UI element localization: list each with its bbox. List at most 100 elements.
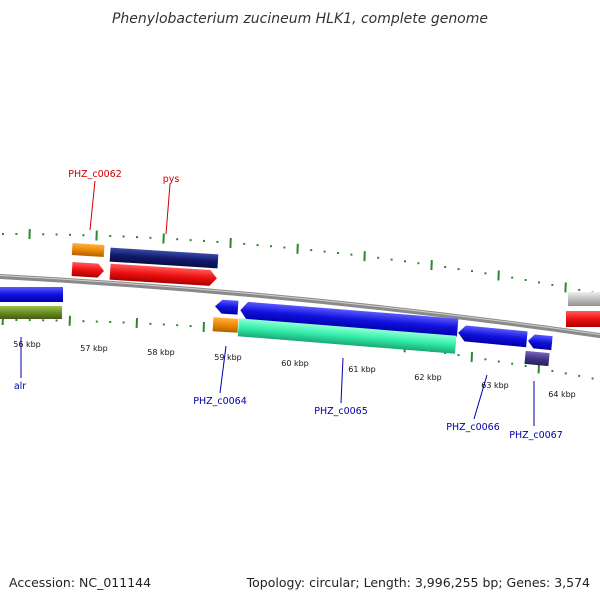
tick-label: 64 kbp — [548, 390, 576, 399]
leader-line-phz-c0062 — [89, 180, 96, 231]
cds-arrow-alr[interactable] — [0, 287, 63, 302]
cds-arrow-phz-c0067[interactable] — [527, 334, 553, 351]
minor-tick — [109, 235, 112, 237]
minor-tick — [15, 319, 18, 321]
minor-tick — [42, 233, 45, 236]
genome-backbone — [0, 274, 600, 339]
minor-tick — [136, 236, 138, 239]
minor-tick — [42, 319, 45, 322]
minor-tick — [256, 244, 259, 247]
minor-tick — [350, 253, 353, 256]
minor-tick — [216, 240, 219, 243]
tick-label: 60 kbp — [281, 359, 309, 368]
minor-tick — [149, 236, 152, 239]
minor-tick — [417, 262, 420, 265]
minor-tick — [28, 319, 31, 322]
cds-arrow-phz-c0062[interactable] — [71, 262, 105, 278]
gene-label-phz-c0066[interactable]: PHZ_c0066 — [446, 422, 500, 433]
cog-box-phz-c0062[interactable] — [71, 243, 105, 257]
minor-tick — [524, 365, 527, 367]
gene-label-phz-c0067[interactable]: PHZ_c0067 — [509, 430, 563, 441]
gene-label-alr[interactable]: alr — [14, 381, 26, 392]
minor-tick — [82, 320, 85, 323]
minor-tick — [122, 321, 125, 324]
cog-box-alr[interactable] — [0, 306, 62, 319]
minor-tick — [176, 324, 179, 327]
cds-arrow-phz-c0064[interactable] — [215, 299, 239, 315]
minor-tick — [390, 258, 393, 261]
minor-tick — [176, 238, 179, 241]
tick-label: 56 kbp — [13, 340, 41, 349]
minor-tick — [2, 233, 4, 235]
minor-tick — [484, 272, 487, 275]
minor-tick — [122, 235, 125, 238]
cog-box-phz-c0064[interactable] — [212, 317, 239, 333]
cds-arrow-pys[interactable] — [109, 263, 218, 287]
minor-tick — [511, 362, 514, 365]
minor-tick — [457, 268, 460, 271]
minor-tick — [82, 234, 85, 237]
cog-box-pys[interactable] — [109, 247, 219, 269]
minor-tick — [471, 270, 473, 273]
genome-title: Phenylobacterium zucineum HLK1, complete… — [112, 11, 488, 27]
leader-line-phz-c0066 — [473, 374, 488, 420]
accession-text: Accession: NC_011144 — [9, 575, 151, 590]
minor-tick — [69, 233, 71, 236]
minor-tick — [189, 325, 192, 328]
minor-tick — [444, 352, 447, 354]
minor-tick — [404, 260, 406, 263]
tick-label: 59 kbp — [214, 353, 242, 362]
minor-tick — [149, 322, 152, 325]
minor-tick — [162, 323, 165, 326]
minor-tick — [323, 250, 326, 253]
tick-label: 62 kbp — [414, 373, 442, 382]
minor-tick — [578, 288, 581, 291]
minor-tick — [203, 239, 205, 242]
cog-box-phz-c0065[interactable] — [237, 318, 457, 354]
scale-labels: 56 kbp 57 kbp 58 kbp 59 kbp 60 kbp 61 kb… — [13, 340, 576, 399]
cog-box-grey-right[interactable] — [568, 292, 600, 306]
gene-leader-lines — [20, 180, 535, 426]
minor-tick — [551, 283, 554, 286]
gene-label-phz-c0065[interactable]: PHZ_c0065 — [314, 406, 368, 417]
tick-label: 57 kbp — [80, 344, 108, 353]
minor-tick — [511, 276, 514, 279]
gene-label-pys[interactable]: pys — [163, 174, 180, 185]
tick-label: 63 kbp — [481, 381, 509, 390]
minor-tick — [15, 233, 18, 235]
minor-tick — [524, 279, 527, 281]
cds-track-reverse — [0, 287, 553, 351]
cds-arrow-phz-c0066[interactable] — [457, 325, 528, 348]
cog-track-forward — [71, 243, 600, 306]
gene-label-phz-c0062[interactable]: PHZ_c0062 — [68, 169, 122, 180]
gene-labels: PHZ_c0062 pys alr PHZ_c0064 PHZ_c0065 PH… — [14, 169, 563, 441]
cog-box-phz-c0067[interactable] — [524, 350, 550, 367]
outer-tick-track — [2, 229, 594, 294]
minor-tick — [283, 246, 286, 249]
genome-summary-text: Topology: circular; Length: 3,996,255 bp… — [246, 575, 590, 590]
cds-arrow-phz-c0065[interactable] — [240, 301, 459, 337]
minor-tick — [538, 281, 540, 284]
minor-tick — [95, 320, 98, 323]
tick-label: 61 kbp — [348, 365, 376, 374]
gene-label-phz-c0064[interactable]: PHZ_c0064 — [193, 396, 247, 407]
cog-track-reverse — [0, 306, 550, 367]
minor-tick — [564, 372, 567, 375]
cds-arrow-red-right[interactable] — [566, 311, 600, 327]
minor-tick — [337, 252, 339, 254]
minor-tick — [270, 245, 272, 248]
leader-line-phz-c0065 — [340, 357, 344, 404]
minor-tick — [189, 239, 192, 242]
minor-tick — [310, 249, 313, 252]
minor-tick — [377, 256, 380, 259]
minor-tick — [444, 266, 447, 268]
minor-tick — [551, 369, 554, 372]
minor-tick — [457, 354, 460, 357]
minor-tick — [591, 377, 594, 380]
minor-tick — [243, 242, 246, 245]
minor-tick — [109, 321, 112, 323]
minor-tick — [55, 319, 58, 322]
minor-tick — [578, 374, 581, 377]
leader-line-phz-c0064 — [219, 345, 227, 394]
